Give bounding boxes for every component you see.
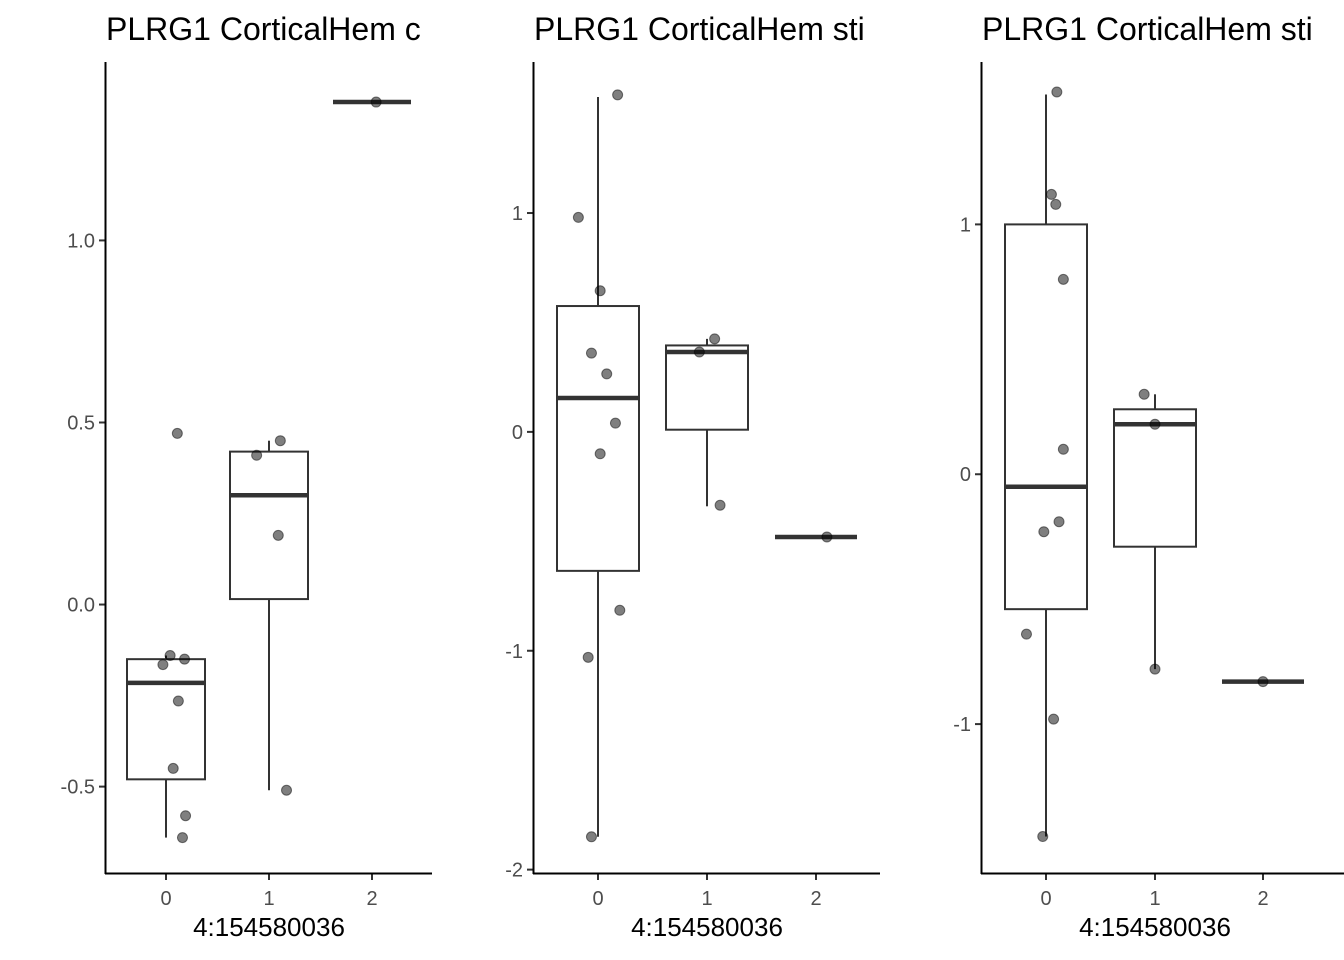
data-point <box>180 810 192 822</box>
data-point <box>176 832 188 844</box>
data-point <box>1057 443 1069 455</box>
data-point <box>572 211 584 223</box>
panel-1: PLRG1 CorticalHem c -0.5 0.0 0.5 1.0 0 1 2 4:1… <box>61 11 432 942</box>
data-point <box>370 96 382 108</box>
data-point <box>601 368 613 380</box>
data-point <box>609 417 621 429</box>
y-tick-label: -1 <box>505 641 523 663</box>
data-point <box>1020 628 1032 640</box>
data-point <box>1050 198 1062 210</box>
data-point <box>582 651 594 663</box>
data-point <box>1053 516 1065 528</box>
data-point <box>709 333 721 345</box>
data-point <box>594 448 606 460</box>
x-tick-label: 2 <box>1257 888 1268 910</box>
panel-3-plot: -1 0 1 0 1 2 <box>953 86 1304 910</box>
panel-2-x-axis-title: 4:154580036 <box>631 912 783 942</box>
data-point <box>1149 663 1161 675</box>
box-1 <box>229 440 309 791</box>
panel-2-title: PLRG1 CorticalHem sti <box>534 11 865 47</box>
data-point <box>251 449 263 461</box>
box-iqr <box>556 305 640 572</box>
box-iqr <box>665 344 749 431</box>
box-1 <box>1113 394 1197 670</box>
y-tick-label: -1 <box>953 714 971 736</box>
box-iqr <box>126 658 206 781</box>
data-point <box>1045 188 1057 200</box>
data-point <box>1149 418 1161 430</box>
box-iqr <box>229 450 309 601</box>
data-point <box>585 347 597 359</box>
panel-1-title: PLRG1 CorticalHem c <box>106 11 421 47</box>
data-point <box>272 529 284 541</box>
panel-3-x-axis-title: 4:154580036 <box>1079 912 1231 942</box>
data-point <box>1257 676 1269 688</box>
y-tick-label: 0 <box>960 464 971 486</box>
data-point <box>1037 831 1049 843</box>
panel-3: PLRG1 CorticalHem sti -1 0 1 0 1 2 4:15458003… <box>953 11 1344 942</box>
box-0 <box>1004 94 1088 837</box>
box-0 <box>126 655 206 838</box>
data-point <box>164 650 176 662</box>
panel-2: PLRG1 CorticalHem sti -2 -1 0 1 0 1 2 4:154580… <box>505 11 880 942</box>
data-point <box>714 499 726 511</box>
x-tick-label: 2 <box>366 888 377 910</box>
y-tick-label: 0.0 <box>67 595 95 617</box>
data-point <box>1051 86 1063 98</box>
data-point <box>172 695 184 707</box>
x-tick-label: 0 <box>160 888 171 910</box>
y-tick-label: 1 <box>960 214 971 236</box>
data-point <box>281 784 293 796</box>
data-point <box>1048 713 1060 725</box>
y-tick-label: -2 <box>505 860 523 882</box>
panel-1-x-axis-title: 4:154580036 <box>193 912 345 942</box>
y-tick-label: -0.5 <box>61 777 95 799</box>
x-tick-label: 1 <box>263 888 274 910</box>
data-point <box>693 346 705 358</box>
data-point <box>1057 273 1069 285</box>
y-tick-label: 0.5 <box>67 412 95 434</box>
data-point <box>274 435 286 447</box>
data-point <box>1138 388 1150 400</box>
data-point <box>167 762 179 774</box>
box-0 <box>556 97 640 837</box>
x-tick-label: 2 <box>810 888 821 910</box>
data-point <box>585 831 597 843</box>
panel-2-plot: -2 -1 0 1 0 1 2 <box>505 89 857 910</box>
box-iqr <box>1004 223 1088 611</box>
panel-1-plot: -0.5 0.0 0.5 1.0 0 1 2 <box>61 96 411 910</box>
y-tick-label: 1 <box>512 203 523 225</box>
box-1 <box>665 338 749 507</box>
x-tick-label: 1 <box>1149 888 1160 910</box>
data-point <box>612 89 624 101</box>
data-point <box>179 653 191 665</box>
x-tick-label: 0 <box>592 888 603 910</box>
data-point <box>157 659 169 671</box>
data-point <box>1038 526 1050 538</box>
y-tick-label: 1.0 <box>67 230 95 252</box>
x-tick-label: 1 <box>701 888 712 910</box>
box-iqr <box>1113 408 1197 548</box>
data-point <box>614 604 626 616</box>
panel-3-title: PLRG1 CorticalHem sti <box>982 11 1313 47</box>
data-point <box>821 531 833 543</box>
data-point <box>171 427 183 439</box>
x-tick-label: 0 <box>1040 888 1051 910</box>
y-tick-label: 0 <box>512 422 523 444</box>
data-point <box>594 285 606 297</box>
